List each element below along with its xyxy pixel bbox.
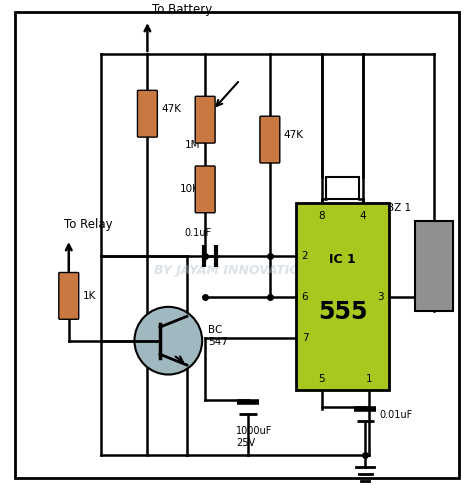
Text: 0.1uF: 0.1uF [184,228,212,238]
Text: IC 1: IC 1 [329,253,356,266]
Bar [296,203,389,390]
Text: 2: 2 [302,251,308,261]
Text: 3: 3 [377,292,383,302]
Text: 10K: 10K [180,184,200,194]
Text: 555: 555 [318,300,367,324]
FancyBboxPatch shape [59,273,79,319]
Text: 47K: 47K [161,104,182,114]
Text: To Relay: To Relay [64,218,112,231]
FancyBboxPatch shape [137,90,157,137]
Text: 6: 6 [302,292,308,302]
Text: 4: 4 [360,211,366,221]
Text: 7: 7 [302,333,308,343]
Text: BY JAYAM INNOVATIONS: BY JAYAM INNOVATIONS [154,265,320,277]
Text: BZ 1: BZ 1 [387,203,411,213]
Text: 0.01uF: 0.01uF [379,410,412,420]
Text: BC
547: BC 547 [208,325,228,347]
Text: 1K: 1K [82,291,96,301]
FancyBboxPatch shape [195,96,215,143]
Text: 1M: 1M [185,139,200,150]
Circle shape [135,307,202,375]
FancyBboxPatch shape [195,166,215,213]
Text: 8: 8 [319,211,325,221]
Text: 5: 5 [319,375,325,384]
Text: To Battery: To Battery [152,3,213,16]
Bar [415,221,453,311]
Bar [326,177,359,199]
Text: 1000uF
25V: 1000uF 25V [236,426,273,448]
Text: 47K: 47K [284,130,304,139]
Text: 1: 1 [365,375,372,384]
FancyBboxPatch shape [260,116,280,163]
